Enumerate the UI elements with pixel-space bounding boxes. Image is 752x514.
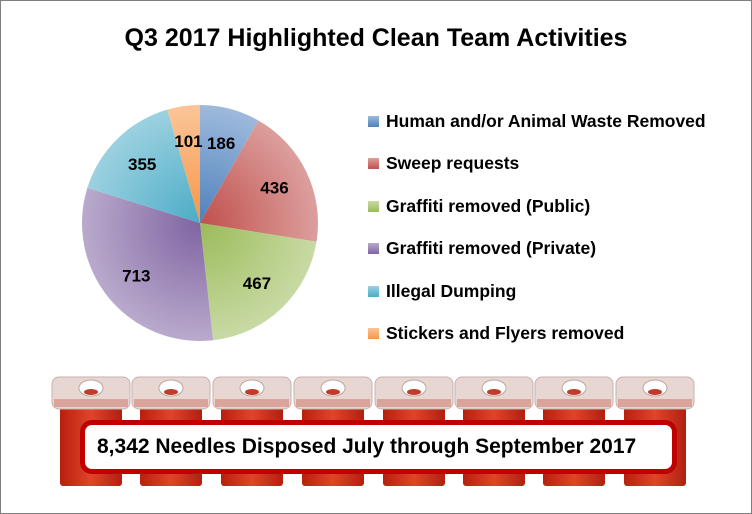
legend: Human and/or Animal Waste Removed Sweep r… (368, 100, 706, 355)
legend-label: Human and/or Animal Waste Removed (386, 110, 706, 131)
legend-label: Stickers and Flyers removed (386, 323, 625, 344)
legend-label: Graffiti removed (Private) (386, 238, 597, 259)
legend-swatch (368, 243, 379, 255)
pie-slice (81, 187, 214, 341)
pie-slice (200, 223, 317, 341)
legend-swatch (368, 158, 379, 170)
data-label: 186 (207, 134, 235, 153)
legend-item: Graffiti removed (Public) (368, 185, 706, 228)
legend-item: Illegal Dumping (368, 270, 706, 313)
pie-chart: 186 436 467 713 355 101 (81, 105, 318, 341)
data-label: 467 (243, 274, 271, 293)
pie-slice (87, 109, 200, 223)
data-label: 713 (122, 267, 150, 286)
pie-slice (200, 105, 259, 223)
data-label: 436 (260, 178, 288, 197)
pie-slice (167, 105, 200, 223)
banner-text: 8,342 Needles Disposed July through Sept… (97, 435, 637, 458)
pie-slice (200, 120, 318, 242)
data-label: 355 (128, 155, 156, 174)
legend-label: Graffiti removed (Public) (386, 195, 591, 216)
legend-label: Illegal Dumping (386, 280, 517, 301)
legend-swatch (368, 285, 379, 297)
legend-item: Stickers and Flyers removed (368, 313, 706, 356)
legend-item: Human and/or Animal Waste Removed (368, 100, 706, 143)
legend-label: Sweep requests (386, 153, 520, 174)
legend-item: Graffiti removed (Private) (368, 228, 706, 271)
legend-swatch (368, 200, 379, 212)
chart-title: Q3 2017 Highlighted Clean Team Activitie… (124, 24, 628, 52)
legend-swatch (368, 328, 379, 340)
legend-swatch (368, 115, 379, 127)
data-label: 101 (174, 132, 202, 151)
needles-banner: 8,342 Needles Disposed July through Sept… (80, 420, 677, 474)
legend-item: Sweep requests (368, 143, 706, 186)
